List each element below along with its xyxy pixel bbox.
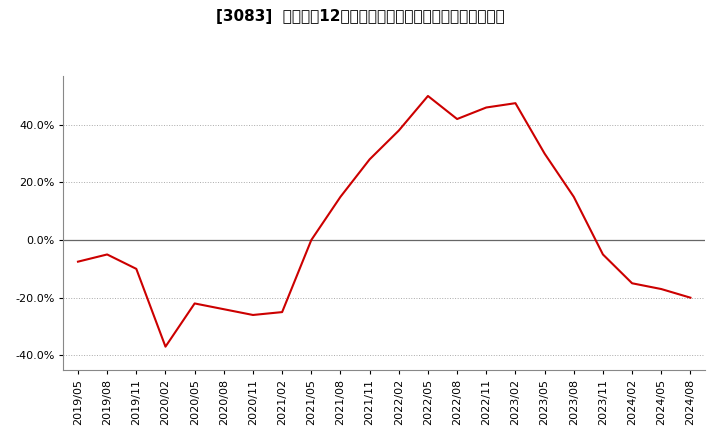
Text: [3083]  売上高の12か月移動合計の対前年同期増減率の推移: [3083] 売上高の12か月移動合計の対前年同期増減率の推移 xyxy=(215,9,505,24)
